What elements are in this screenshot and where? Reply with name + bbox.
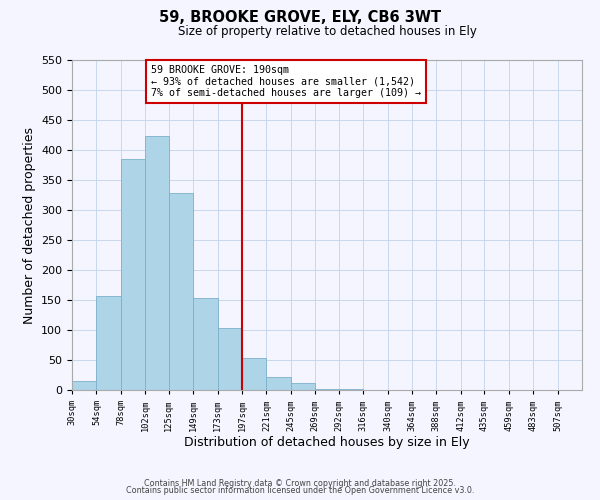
Bar [145,136,169,390]
Bar [291,383,315,390]
Bar [242,358,266,390]
Text: Contains public sector information licensed under the Open Government Licence v3: Contains public sector information licen… [126,486,474,495]
Bar [315,389,339,390]
Bar [121,159,145,390]
Text: 59, BROOKE GROVE, ELY, CB6 3WT: 59, BROOKE GROVE, ELY, CB6 3WT [159,10,441,25]
Text: Contains HM Land Registry data © Crown copyright and database right 2025.: Contains HM Land Registry data © Crown c… [144,478,456,488]
Title: Size of property relative to detached houses in Ely: Size of property relative to detached ho… [178,25,476,38]
Bar [97,296,121,390]
Text: 59 BROOKE GROVE: 190sqm
← 93% of detached houses are smaller (1,542)
7% of semi-: 59 BROOKE GROVE: 190sqm ← 93% of detache… [151,65,421,98]
Bar [169,192,193,390]
X-axis label: Distribution of detached houses by size in Ely: Distribution of detached houses by size … [184,436,470,449]
Bar [266,377,291,390]
Bar [193,298,218,390]
Bar [72,381,97,390]
Y-axis label: Number of detached properties: Number of detached properties [23,126,35,324]
Bar [218,328,242,390]
